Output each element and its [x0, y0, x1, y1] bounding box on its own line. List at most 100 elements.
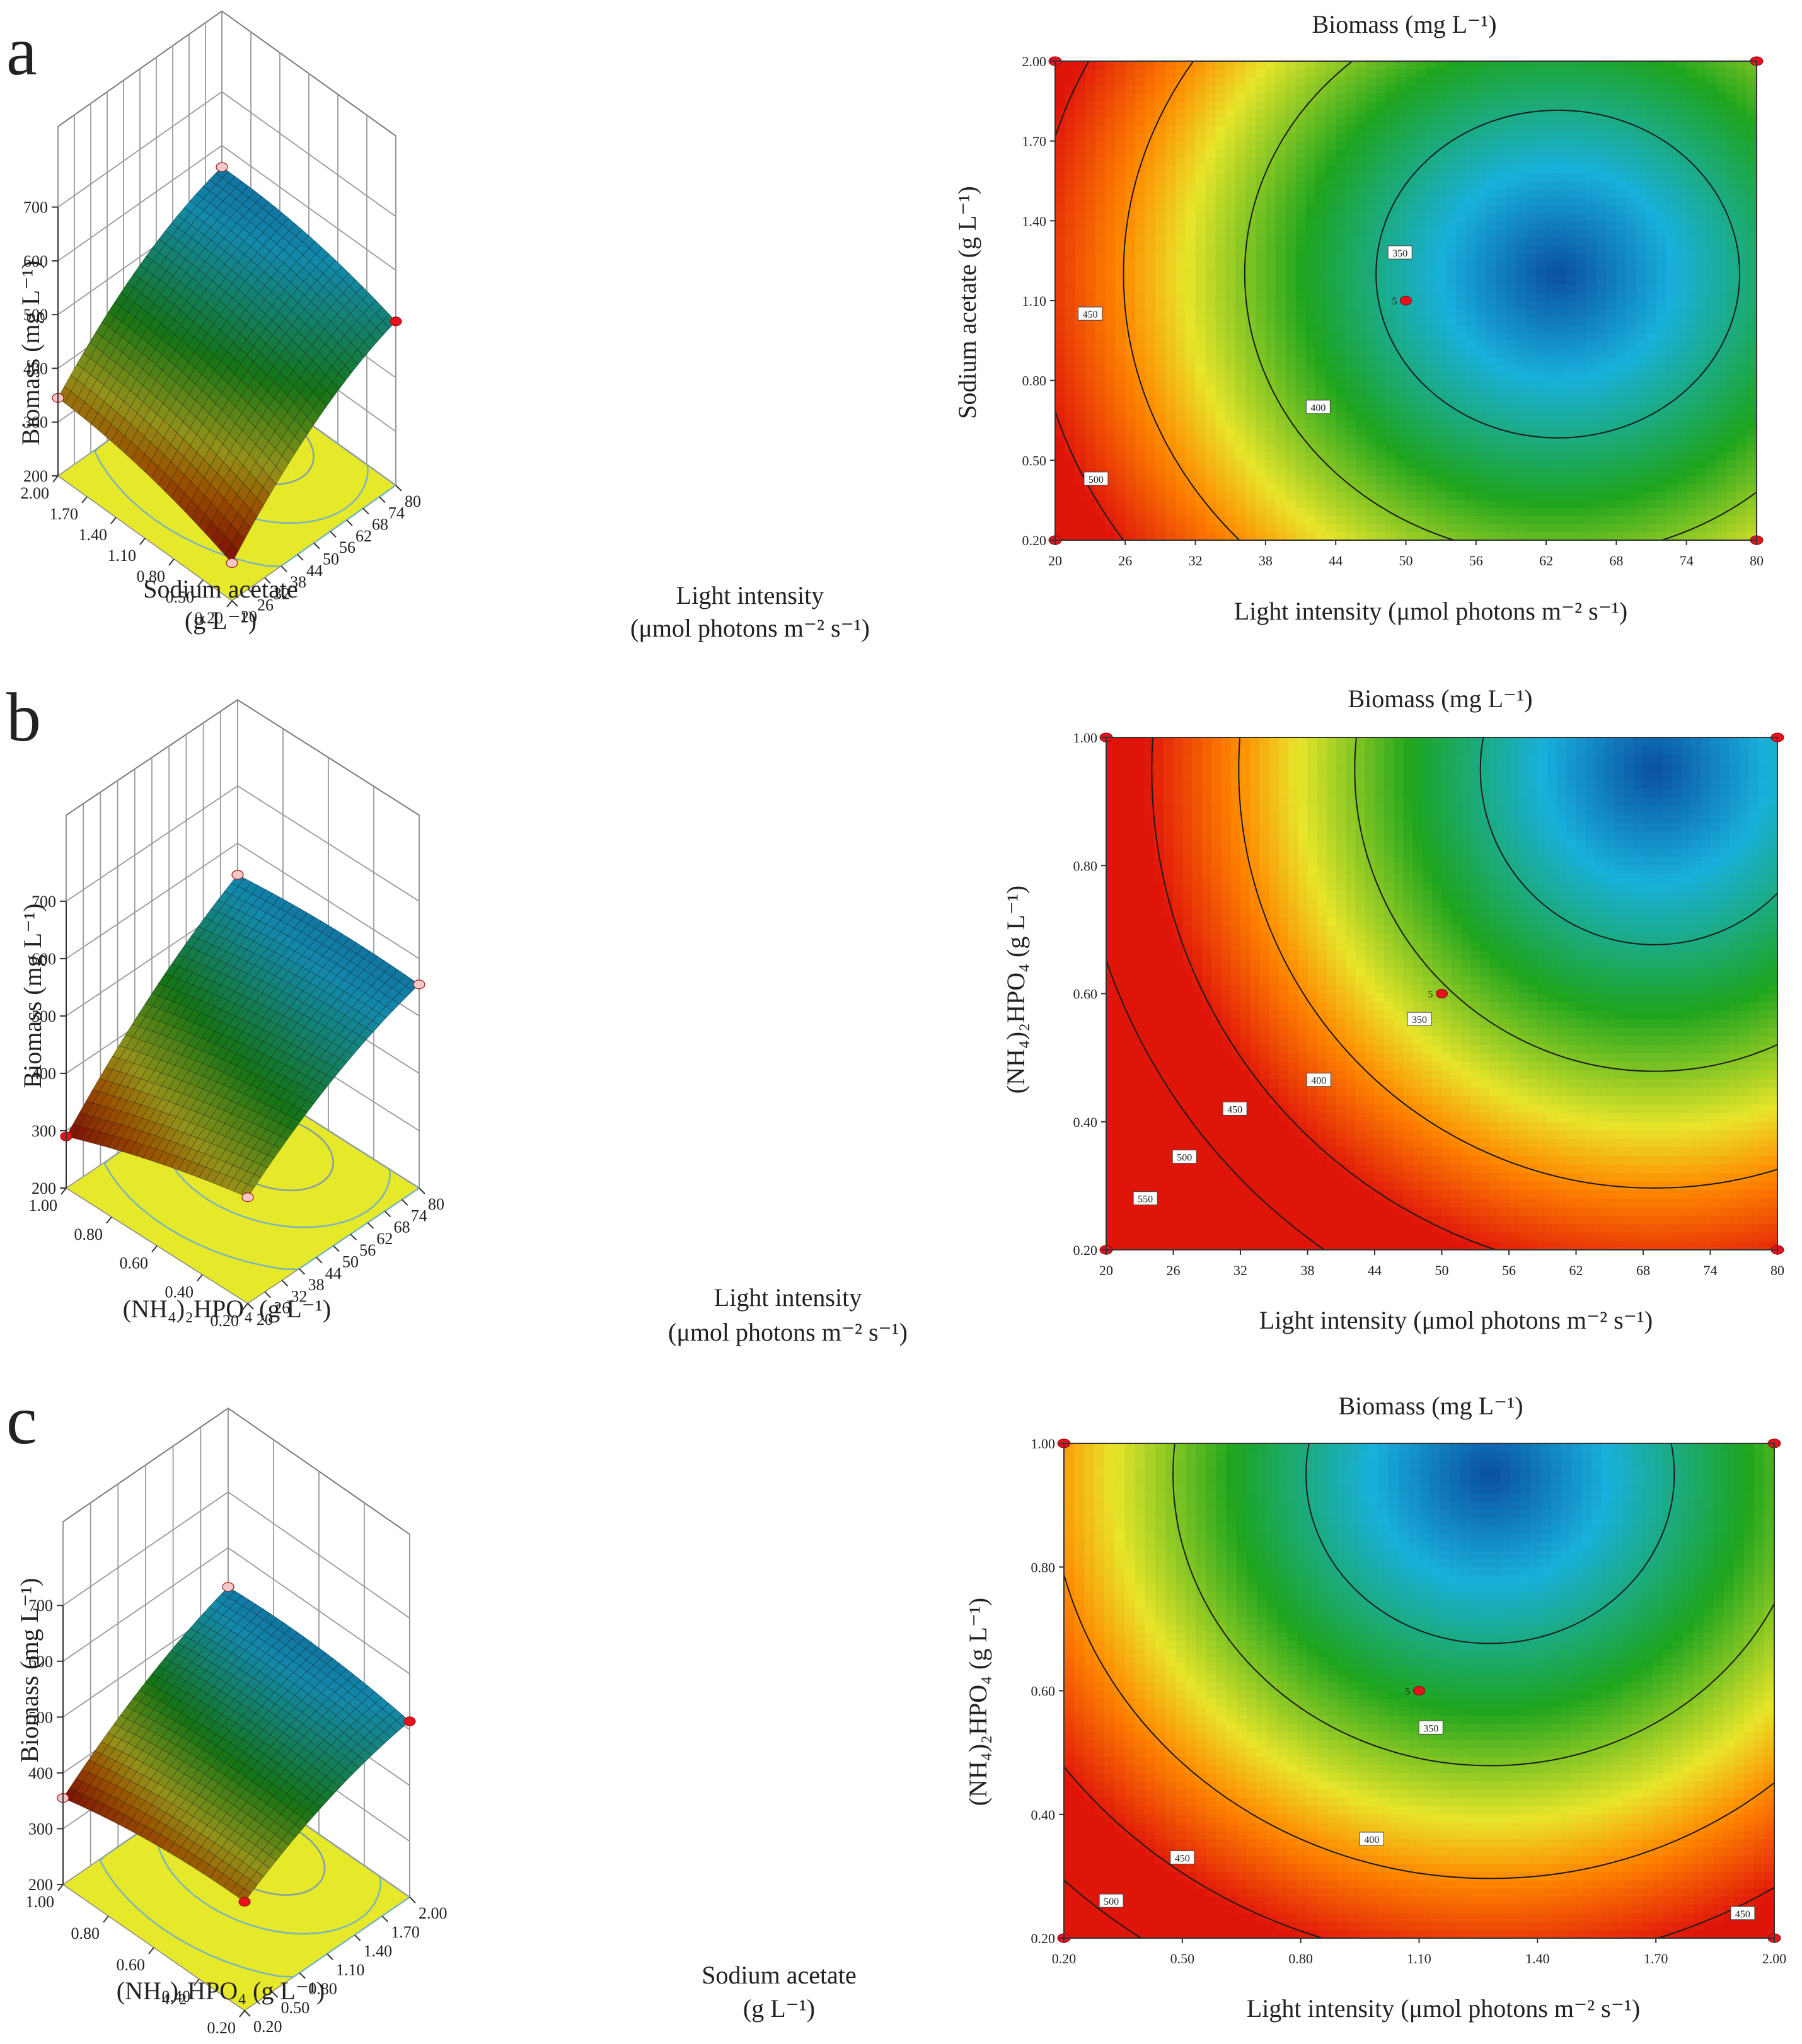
heat-cell — [1305, 508, 1317, 517]
heat-cell — [1275, 380, 1286, 390]
heat-cell — [1145, 149, 1156, 158]
heat-cell — [1235, 101, 1246, 110]
heat-cell — [1135, 468, 1146, 477]
heat-cell — [1315, 165, 1327, 174]
heat-cell — [1486, 133, 1497, 142]
heat-cell — [1175, 149, 1186, 158]
heat-cell — [1446, 484, 1457, 493]
heat-cell — [1426, 332, 1436, 342]
heat-cell — [1346, 229, 1356, 238]
heat-cell — [1225, 508, 1236, 517]
heat-cell — [1105, 325, 1116, 333]
heat-cell — [1155, 181, 1166, 190]
heat-cell — [1326, 349, 1336, 357]
heat-cell — [1326, 77, 1336, 86]
y-tick-mark — [354, 1934, 361, 1941]
heat-cell — [1285, 245, 1297, 253]
heat-cell — [1265, 69, 1276, 78]
y-tick-label: 74 — [388, 504, 405, 522]
heat-cell — [1285, 404, 1297, 413]
heat-cell — [1346, 436, 1356, 445]
heat-cell — [1215, 476, 1227, 485]
heat-cell — [1215, 221, 1227, 229]
heat-cell — [1215, 69, 1227, 78]
heat-cell — [1486, 500, 1497, 509]
heat-cell — [1406, 380, 1417, 390]
surface-plot-c: 2003004005006007000.200.400.600.801.000.… — [15, 1407, 857, 2037]
heat-cell — [1446, 428, 1457, 437]
heat-cell — [1195, 109, 1206, 118]
heat-cell — [1356, 325, 1366, 333]
heat-cell — [1275, 340, 1286, 349]
heat-cell — [1065, 253, 1076, 262]
heat-cell — [1395, 284, 1407, 294]
heat-cell — [1486, 173, 1497, 182]
heat-cell — [1205, 444, 1216, 453]
heat-cell — [1486, 452, 1497, 461]
heat-cell — [1476, 364, 1487, 373]
heat-cell — [1185, 141, 1196, 150]
heat-cell — [1256, 516, 1266, 525]
heat-cell — [1115, 109, 1126, 118]
heat-cell — [1346, 532, 1356, 541]
heat-cell — [1095, 380, 1106, 390]
heat-cell — [1065, 277, 1076, 286]
heat-cell — [1235, 301, 1246, 309]
heat-cell — [1476, 428, 1487, 437]
heat-cell — [1436, 245, 1447, 253]
heat-cell — [1395, 508, 1407, 517]
heat-cell — [1456, 229, 1467, 238]
heat-cell — [1336, 253, 1346, 262]
heat-cell — [1476, 532, 1487, 541]
heat-cell — [1385, 308, 1397, 318]
heat-cell — [1175, 141, 1186, 150]
heat-cell — [1155, 212, 1166, 222]
heat-cell — [1346, 85, 1356, 94]
heat-cell — [1145, 492, 1156, 501]
heat-cell — [1315, 141, 1327, 150]
heat-cell — [1185, 212, 1196, 222]
heat-cell — [1125, 236, 1136, 246]
heat-cell — [1395, 476, 1407, 485]
heat-cell — [1375, 133, 1387, 142]
heat-cell — [1496, 468, 1507, 477]
heat-cell — [1105, 452, 1116, 461]
heat-cell — [1446, 173, 1457, 182]
heat-cell — [1336, 444, 1346, 453]
heat-cell — [1185, 388, 1196, 397]
heat-cell — [1256, 197, 1266, 205]
heat-cell — [1436, 316, 1447, 325]
heat-cell — [1065, 349, 1076, 357]
heat-cell — [1395, 236, 1407, 246]
heat-cell — [1095, 372, 1106, 381]
heat-cell — [1245, 77, 1256, 86]
heat-cell — [1105, 364, 1116, 373]
y-tick-mark — [313, 542, 320, 550]
heat-cell — [1185, 444, 1196, 453]
heat-cell — [1055, 301, 1066, 309]
heat-cell — [1426, 277, 1436, 286]
heat-cell — [1305, 141, 1317, 150]
heat-cell — [1406, 500, 1417, 509]
heat-cell — [1265, 349, 1276, 357]
heat-cell — [1456, 181, 1467, 190]
heat-cell — [1185, 508, 1196, 517]
heat-cell — [1285, 157, 1297, 166]
heat-cell — [1275, 524, 1286, 533]
heat-cell — [1315, 500, 1327, 509]
heat-cell — [1135, 492, 1146, 501]
heat-cell — [1175, 452, 1186, 461]
heat-cell — [1315, 133, 1327, 142]
heat-cell — [1055, 197, 1066, 205]
heat-cell — [1315, 349, 1327, 357]
heat-cell — [1275, 484, 1286, 493]
heat-cell — [1416, 125, 1427, 134]
heat-cell — [1065, 188, 1076, 198]
heat-cell — [1175, 157, 1186, 166]
heat-cell — [1225, 173, 1236, 182]
heat-cell — [1426, 436, 1436, 445]
heat-cell — [1055, 388, 1066, 397]
heat-cell — [1055, 452, 1066, 461]
heat-cell — [1195, 380, 1206, 390]
heat-cell — [1235, 93, 1246, 102]
